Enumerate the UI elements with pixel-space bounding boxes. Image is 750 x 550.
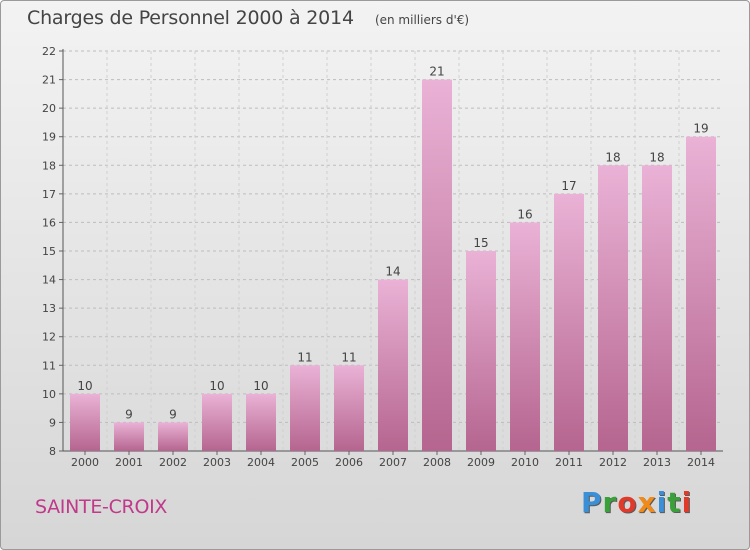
bars (70, 79, 716, 452)
bar-2002 (158, 422, 188, 451)
x-tick-label: 2001 (115, 456, 143, 469)
y-tick-label: 20 (42, 102, 56, 115)
value-label: 11 (341, 350, 356, 364)
y-tick-label: 14 (42, 274, 56, 287)
proxiti-logo: Proxiti (581, 486, 692, 519)
bar-2010 (510, 222, 540, 451)
y-tick-label: 11 (42, 359, 56, 372)
bar-2007 (378, 279, 408, 451)
y-tick-label: 18 (42, 159, 56, 172)
value-label: 16 (517, 207, 532, 221)
bar-2011 (554, 193, 584, 451)
y-tick-label: 19 (42, 131, 56, 144)
bar-2009 (466, 251, 496, 451)
town-name: SAINTE-CROIX (35, 496, 168, 518)
y-tick-label: 13 (42, 302, 56, 315)
value-label: 18 (649, 150, 664, 164)
chart-title: Charges de Personnel 2000 à 2014 (27, 7, 354, 29)
axes: 8 9 10 11 12 13 14 15 16 17 18 19 20 21 22 2000 2001 2002… (42, 45, 723, 469)
y-tick-label: 16 (42, 216, 56, 229)
x-tick-label: 2000 (71, 456, 99, 469)
x-tick-label: 2007 (379, 456, 407, 469)
x-tick-label: 2010 (511, 456, 539, 469)
bar-2014 (686, 136, 716, 451)
x-tick-label: 2014 (687, 456, 715, 469)
y-tick-label: 8 (49, 445, 56, 458)
x-tick-label: 2005 (291, 456, 319, 469)
value-label: 10 (77, 379, 92, 393)
title-row: Charges de Personnel 2000 à 2014 (en mil… (27, 7, 469, 29)
value-label: 21 (429, 65, 444, 79)
value-label: 10 (209, 379, 224, 393)
y-tick-label: 12 (42, 331, 56, 344)
value-label: 18 (605, 150, 620, 164)
bar-2004 (246, 393, 276, 451)
y-tick-label: 10 (42, 388, 56, 401)
y-tick-label: 9 (49, 416, 56, 429)
y-tick-label: 22 (42, 45, 56, 58)
logo-letter: o (617, 486, 638, 519)
bar-2001 (114, 422, 144, 451)
value-label: 9 (169, 407, 177, 421)
x-tick-label: 2006 (335, 456, 363, 469)
value-label: 11 (297, 350, 312, 364)
logo-letter: i (656, 486, 668, 519)
x-tick-label: 2008 (423, 456, 451, 469)
y-tick-label: 17 (42, 188, 56, 201)
value-label: 17 (561, 179, 576, 193)
x-tick-label: 2013 (643, 456, 671, 469)
x-tick-label: 2011 (555, 456, 583, 469)
bar-2000 (70, 393, 100, 451)
x-tick-label: 2002 (159, 456, 187, 469)
logo-letter: t (667, 486, 682, 519)
logo-letter: r (602, 486, 618, 519)
value-label: 19 (693, 122, 708, 136)
logo-letter: i (681, 486, 693, 519)
y-tick-label: 15 (42, 245, 56, 258)
bar-2008 (422, 79, 452, 452)
bar-2013 (642, 165, 672, 452)
x-tick-label: 2009 (467, 456, 495, 469)
x-tick-label: 2003 (203, 456, 231, 469)
value-label: 10 (253, 379, 268, 393)
y-tick-label: 21 (42, 74, 56, 87)
x-tick-label: 2012 (599, 456, 627, 469)
value-label: 15 (473, 236, 488, 250)
value-labels: 10 9 9 10 10 11 11 14 21 15 16 17 18 18 19 (77, 65, 708, 422)
x-tick-label: 2004 (247, 456, 275, 469)
bar-2005 (290, 365, 320, 451)
logo-letter: x (637, 486, 657, 519)
logo-letter: P (581, 486, 603, 519)
bar-2006 (334, 365, 364, 451)
value-label: 9 (125, 407, 133, 421)
chart-subtitle: (en milliers d'€) (374, 13, 470, 27)
bar-2003 (202, 393, 232, 451)
value-label: 14 (385, 265, 400, 279)
bar-2012 (598, 165, 628, 452)
